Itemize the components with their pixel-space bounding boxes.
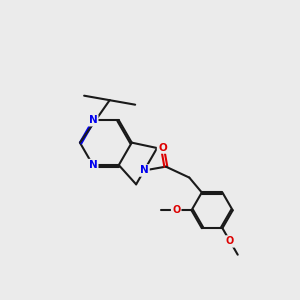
Text: O: O [226, 236, 234, 246]
Text: N: N [88, 115, 97, 125]
Text: N: N [140, 166, 148, 176]
Text: O: O [158, 142, 167, 152]
Text: O: O [172, 205, 180, 215]
Text: N: N [88, 160, 97, 170]
